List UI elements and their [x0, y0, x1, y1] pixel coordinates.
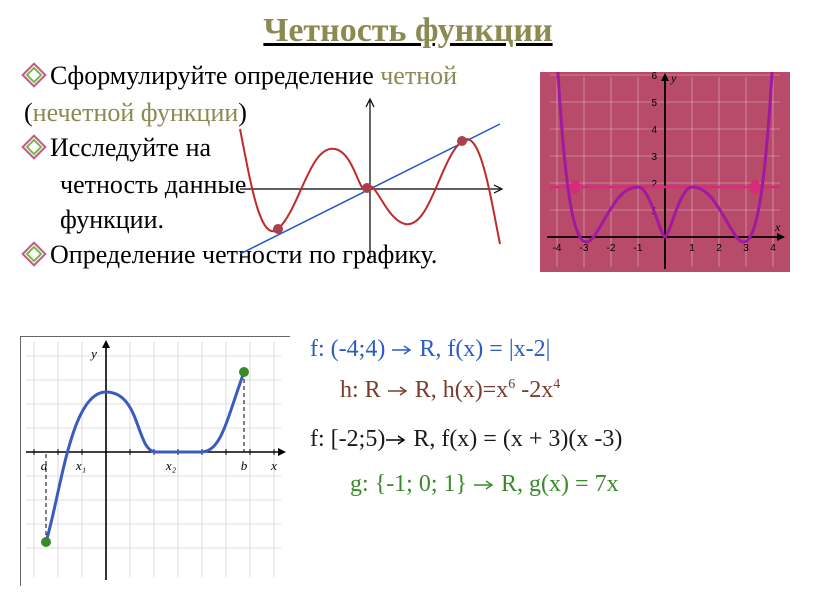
- svg-text:5: 5: [651, 98, 657, 109]
- formula-f4: g: {-1; 0; 1} R, g(x) = 7x: [310, 471, 800, 498]
- arrow-icon: [473, 479, 495, 491]
- svg-text:a: a: [41, 458, 48, 473]
- svg-text:b: b: [241, 458, 248, 473]
- svg-text:6: 6: [651, 72, 657, 82]
- svg-text:-1: -1: [634, 243, 643, 254]
- svg-text:-3: -3: [580, 243, 589, 254]
- diamond-icon: [24, 137, 44, 157]
- chart-even-function: -4-3-2-11234654321xy: [540, 72, 790, 272]
- chart-graph-example: a x₁ x₂ b y x: [20, 336, 290, 586]
- svg-text:y: y: [670, 72, 677, 85]
- svg-text:x₁: x₁: [75, 458, 86, 473]
- diamond-icon: [24, 65, 44, 85]
- svg-text:2: 2: [651, 179, 657, 190]
- svg-text:4: 4: [651, 125, 657, 136]
- svg-text:-2: -2: [607, 243, 616, 254]
- line1: Сформулируйте определение четной: [50, 58, 457, 93]
- svg-text:2: 2: [716, 243, 722, 254]
- chart-odd-function: [230, 94, 510, 264]
- formula-list: f: (-4;4) R, f(x) = |x-2| h: R R, h(x)=x…: [310, 336, 800, 512]
- arrow-icon: [385, 434, 407, 446]
- line3: Исследуйте на: [50, 130, 211, 165]
- formula-f3: f: [-2;5) R, f(x) = (x + 3)(x -3): [310, 426, 800, 453]
- slide-title: Четность функции: [24, 12, 792, 50]
- svg-text:1: 1: [689, 243, 695, 254]
- formula-f2: h: R R, h(x)=x6 -2x4: [310, 377, 800, 404]
- svg-text:3: 3: [743, 243, 749, 254]
- svg-text:x: x: [270, 458, 277, 473]
- svg-text:4: 4: [770, 243, 776, 254]
- svg-text:x: x: [774, 220, 781, 234]
- arrow-icon: [387, 385, 409, 397]
- svg-text:y: y: [89, 346, 97, 361]
- title-text: Четность функции: [263, 12, 552, 49]
- svg-text:x₂: x₂: [165, 458, 177, 473]
- arrow-icon: [391, 344, 413, 356]
- svg-text:3: 3: [651, 152, 657, 163]
- diamond-icon: [24, 244, 44, 264]
- formula-f1: f: (-4;4) R, f(x) = |x-2|: [310, 336, 800, 363]
- svg-text:-4: -4: [553, 243, 562, 254]
